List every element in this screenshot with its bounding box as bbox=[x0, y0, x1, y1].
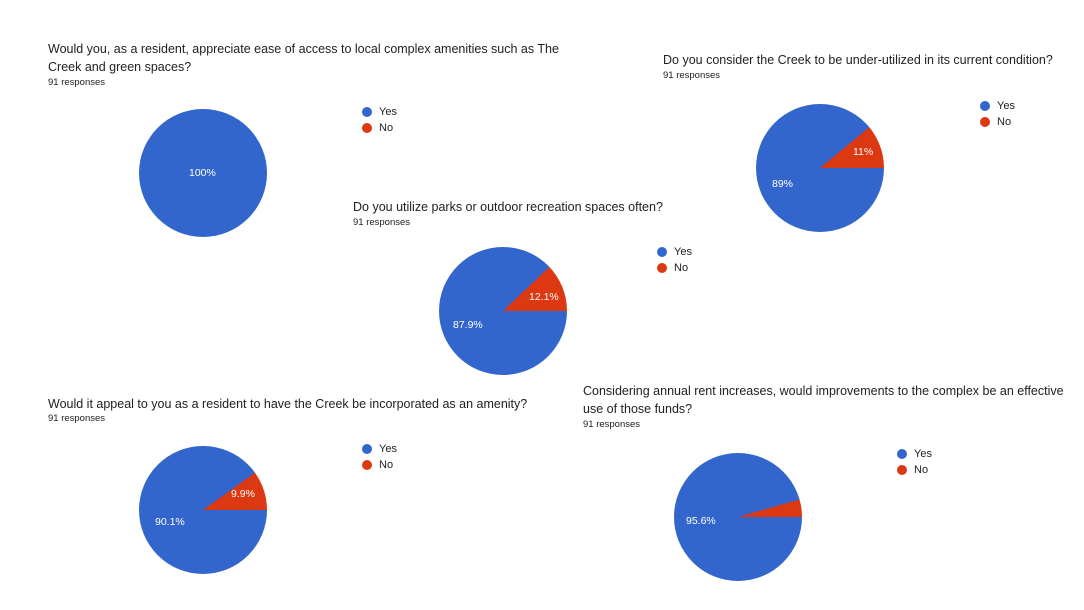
legend-item-no: No bbox=[362, 459, 397, 471]
legend-color-swatch-yes bbox=[362, 107, 372, 117]
legend: Yes No bbox=[657, 246, 692, 274]
legend-item-no: No bbox=[657, 262, 692, 274]
slice-label-yes: 100% bbox=[189, 167, 216, 179]
legend-label-no: No bbox=[914, 464, 929, 476]
legend-color-swatch-no bbox=[657, 263, 667, 273]
legend-color-swatch-yes bbox=[980, 101, 990, 111]
chart-title: Would it appeal to you as a resident to … bbox=[48, 397, 528, 411]
legend-label-yes: Yes bbox=[914, 448, 932, 460]
chart-title: Would you, as a resident, appreciate eas… bbox=[48, 42, 559, 74]
slice-label-no: 9.9% bbox=[231, 488, 255, 500]
slice-label-no: 11% bbox=[853, 146, 874, 158]
chart-title: Do you utilize parks or outdoor recreati… bbox=[353, 200, 663, 214]
pie-chart: 95.6% bbox=[674, 453, 802, 581]
pie-chart: 100% bbox=[139, 109, 267, 237]
slice-label-yes: 90.1% bbox=[155, 516, 185, 528]
legend-label-yes: Yes bbox=[997, 100, 1015, 112]
responses-count: 91 responses bbox=[353, 217, 411, 228]
slice-label-yes: 95.6% bbox=[686, 515, 716, 527]
slice-label-yes: 87.9% bbox=[453, 319, 483, 331]
legend-color-swatch-no bbox=[362, 460, 372, 470]
legend-label-yes: Yes bbox=[674, 246, 692, 258]
legend: Yes No bbox=[362, 106, 397, 134]
legend-color-swatch-no bbox=[362, 123, 372, 133]
legend-color-swatch-no bbox=[897, 465, 907, 475]
pie-chart: 87.9% 12.1% bbox=[439, 247, 567, 375]
pie-chart: 89% 11% bbox=[756, 104, 884, 232]
legend: Yes No bbox=[897, 448, 932, 476]
legend-item-yes: Yes bbox=[362, 443, 397, 455]
chart-title: Considering annual rent increases, would… bbox=[583, 384, 1064, 416]
legend-label-no: No bbox=[379, 122, 394, 134]
legend-color-swatch-yes bbox=[897, 449, 907, 459]
legend-label-yes: Yes bbox=[379, 443, 397, 455]
legend-color-swatch-yes bbox=[362, 444, 372, 454]
chart-title: Do you consider the Creek to be under-ut… bbox=[663, 53, 1053, 67]
pie-chart: 90.1% 9.9% bbox=[139, 446, 267, 574]
legend-item-no: No bbox=[897, 464, 932, 476]
legend-label-no: No bbox=[379, 459, 394, 471]
responses-count: 91 responses bbox=[663, 70, 721, 81]
legend-label-no: No bbox=[997, 116, 1012, 128]
legend-label-yes: Yes bbox=[379, 106, 397, 118]
legend-item-yes: Yes bbox=[897, 448, 932, 460]
legend-color-swatch-yes bbox=[657, 247, 667, 257]
legend-item-yes: Yes bbox=[657, 246, 692, 258]
responses-count: 91 responses bbox=[48, 77, 106, 88]
slice-label-yes: 89% bbox=[772, 178, 794, 190]
legend-item-yes: Yes bbox=[980, 100, 1015, 112]
legend: Yes No bbox=[980, 100, 1015, 128]
legend-color-swatch-no bbox=[980, 117, 990, 127]
responses-count: 91 responses bbox=[583, 419, 641, 430]
legend-item-no: No bbox=[980, 116, 1015, 128]
slice-label-no: 12.1% bbox=[529, 291, 559, 303]
legend: Yes No bbox=[362, 443, 397, 471]
responses-count: 91 responses bbox=[48, 413, 106, 424]
legend-item-yes: Yes bbox=[362, 106, 397, 118]
legend-label-no: No bbox=[674, 262, 689, 274]
legend-item-no: No bbox=[362, 122, 397, 134]
